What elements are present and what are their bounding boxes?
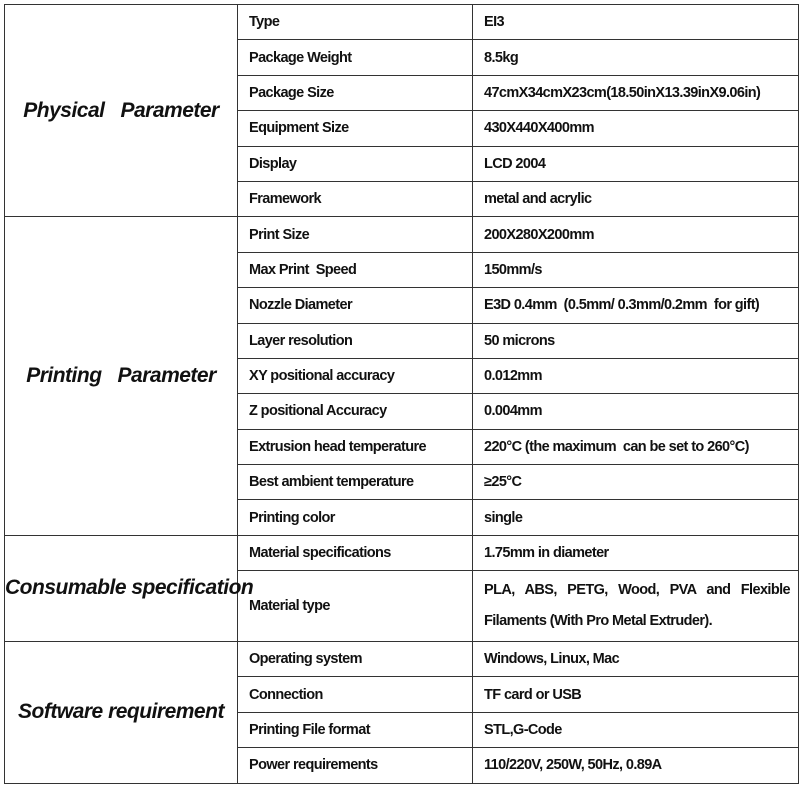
spec-value: LCD 2004 — [472, 145, 799, 182]
table-row: XY positional accuracy 0.012mm — [5, 357, 799, 395]
table-row: Printing Parameter Print Size 200X280X200m… — [4, 216, 799, 536]
spec-label: Nozzle Diameter — [237, 287, 473, 324]
spec-label: Print Size — [237, 216, 473, 253]
spec-label: Z positional Accuracy — [237, 393, 473, 430]
spec-value: Windows, Linux, Mac — [472, 641, 799, 678]
spec-value: 220°C (the maximum can be set to 260°C) — [472, 428, 799, 466]
table-row: Consumable specification Material specifi… — [4, 534, 799, 643]
spec-value: 0.004mm — [472, 393, 799, 430]
table-row: Max Print Speed 150mm/s — [5, 251, 799, 289]
spec-label: Display — [237, 145, 473, 182]
spec-value: 8.5kg — [472, 39, 799, 76]
table-row: Best ambient temperature ≥25°C — [5, 464, 799, 501]
section-title: Consumable specification — [4, 534, 254, 643]
table-row: Framework metal and acrylic — [5, 180, 799, 218]
spec-label: Best ambient temperature — [237, 464, 473, 501]
spec-label: Layer resolution — [237, 322, 473, 359]
section-title: Physical Parameter — [4, 3, 238, 218]
table-row: Package Weight 8.5kg — [5, 39, 799, 76]
spec-label: Connection — [237, 676, 473, 713]
spec-label: Equipment Size — [237, 110, 473, 147]
spec-label: Printing color — [237, 499, 473, 536]
spec-value: 430X440X400mm — [472, 110, 799, 147]
spec-label: Max Print Speed — [237, 251, 473, 289]
spec-value: E3D 0.4mm (0.5mm/ 0.3mm/0.2mm for gift) — [472, 287, 799, 324]
spec-table: Physical Parameter Type EI3 Package Weight 8… — [4, 3, 799, 784]
table-row: Package Size 47cmX34cmX23cm(18.50inX13.39… — [5, 74, 799, 112]
table-row: Power requirements 110/220V, 250W, 50Hz, … — [5, 747, 799, 784]
spec-label: Type — [237, 3, 473, 41]
section-title: Printing Parameter — [4, 216, 238, 536]
spec-label: Material type — [237, 570, 473, 643]
spec-value: metal and acrylic — [472, 180, 799, 218]
table-row: Printing File format STL,G-Code — [5, 711, 799, 749]
table-row: Display LCD 2004 — [5, 145, 799, 182]
table-row: Layer resolution 50 microns — [5, 322, 799, 359]
spec-label: Extrusion head temperature — [237, 428, 473, 466]
spec-value: 200X280X200mm — [472, 216, 799, 253]
table-row: Extrusion head temperature 220°C (the max… — [5, 428, 799, 466]
table-row: Connection TF card or USB — [5, 676, 799, 713]
spec-label: XY positional accuracy — [237, 357, 473, 395]
spec-value: 110/220V, 250W, 50Hz, 0.89A — [472, 747, 799, 784]
table-row: Material type PLA, ABS, PETG, Wood, PVA a… — [5, 570, 799, 643]
spec-value: PLA, ABS, PETG, Wood, PVA and Flexible F… — [472, 570, 799, 643]
spec-value: STL,G-Code — [472, 711, 799, 749]
spec-label: Material specifications — [237, 534, 473, 572]
spec-label: Printing File format — [237, 711, 473, 749]
spec-label: Package Size — [237, 74, 473, 112]
table-row: Software requirement Operating system Wind… — [4, 641, 799, 784]
spec-label: Package Weight — [237, 39, 473, 76]
spec-value: 1.75mm in diameter — [472, 534, 799, 572]
spec-value: ≥25°C — [472, 464, 799, 501]
spec-value: 47cmX34cmX23cm(18.50inX13.39inX9.06in) — [472, 74, 799, 112]
spec-value: single — [472, 499, 799, 536]
spec-value: TF card or USB — [472, 676, 799, 713]
spec-label: Framework — [237, 180, 473, 218]
table-row: Nozzle Diameter E3D 0.4mm (0.5mm/ 0.3mm/0… — [5, 287, 799, 324]
spec-value: 50 microns — [472, 322, 799, 359]
section-title: Software requirement — [4, 641, 238, 784]
table-row: Z positional Accuracy 0.004mm — [5, 393, 799, 430]
table-row: Equipment Size 430X440X400mm — [5, 110, 799, 147]
spec-value: 150mm/s — [472, 251, 799, 289]
spec-value: EI3 — [472, 3, 799, 41]
spec-label: Operating system — [237, 641, 473, 678]
table-row: Physical Parameter Type EI3 — [4, 3, 799, 218]
spec-label: Power requirements — [237, 747, 473, 784]
table-row: Printing color single — [5, 499, 799, 536]
spec-value: 0.012mm — [472, 357, 799, 395]
